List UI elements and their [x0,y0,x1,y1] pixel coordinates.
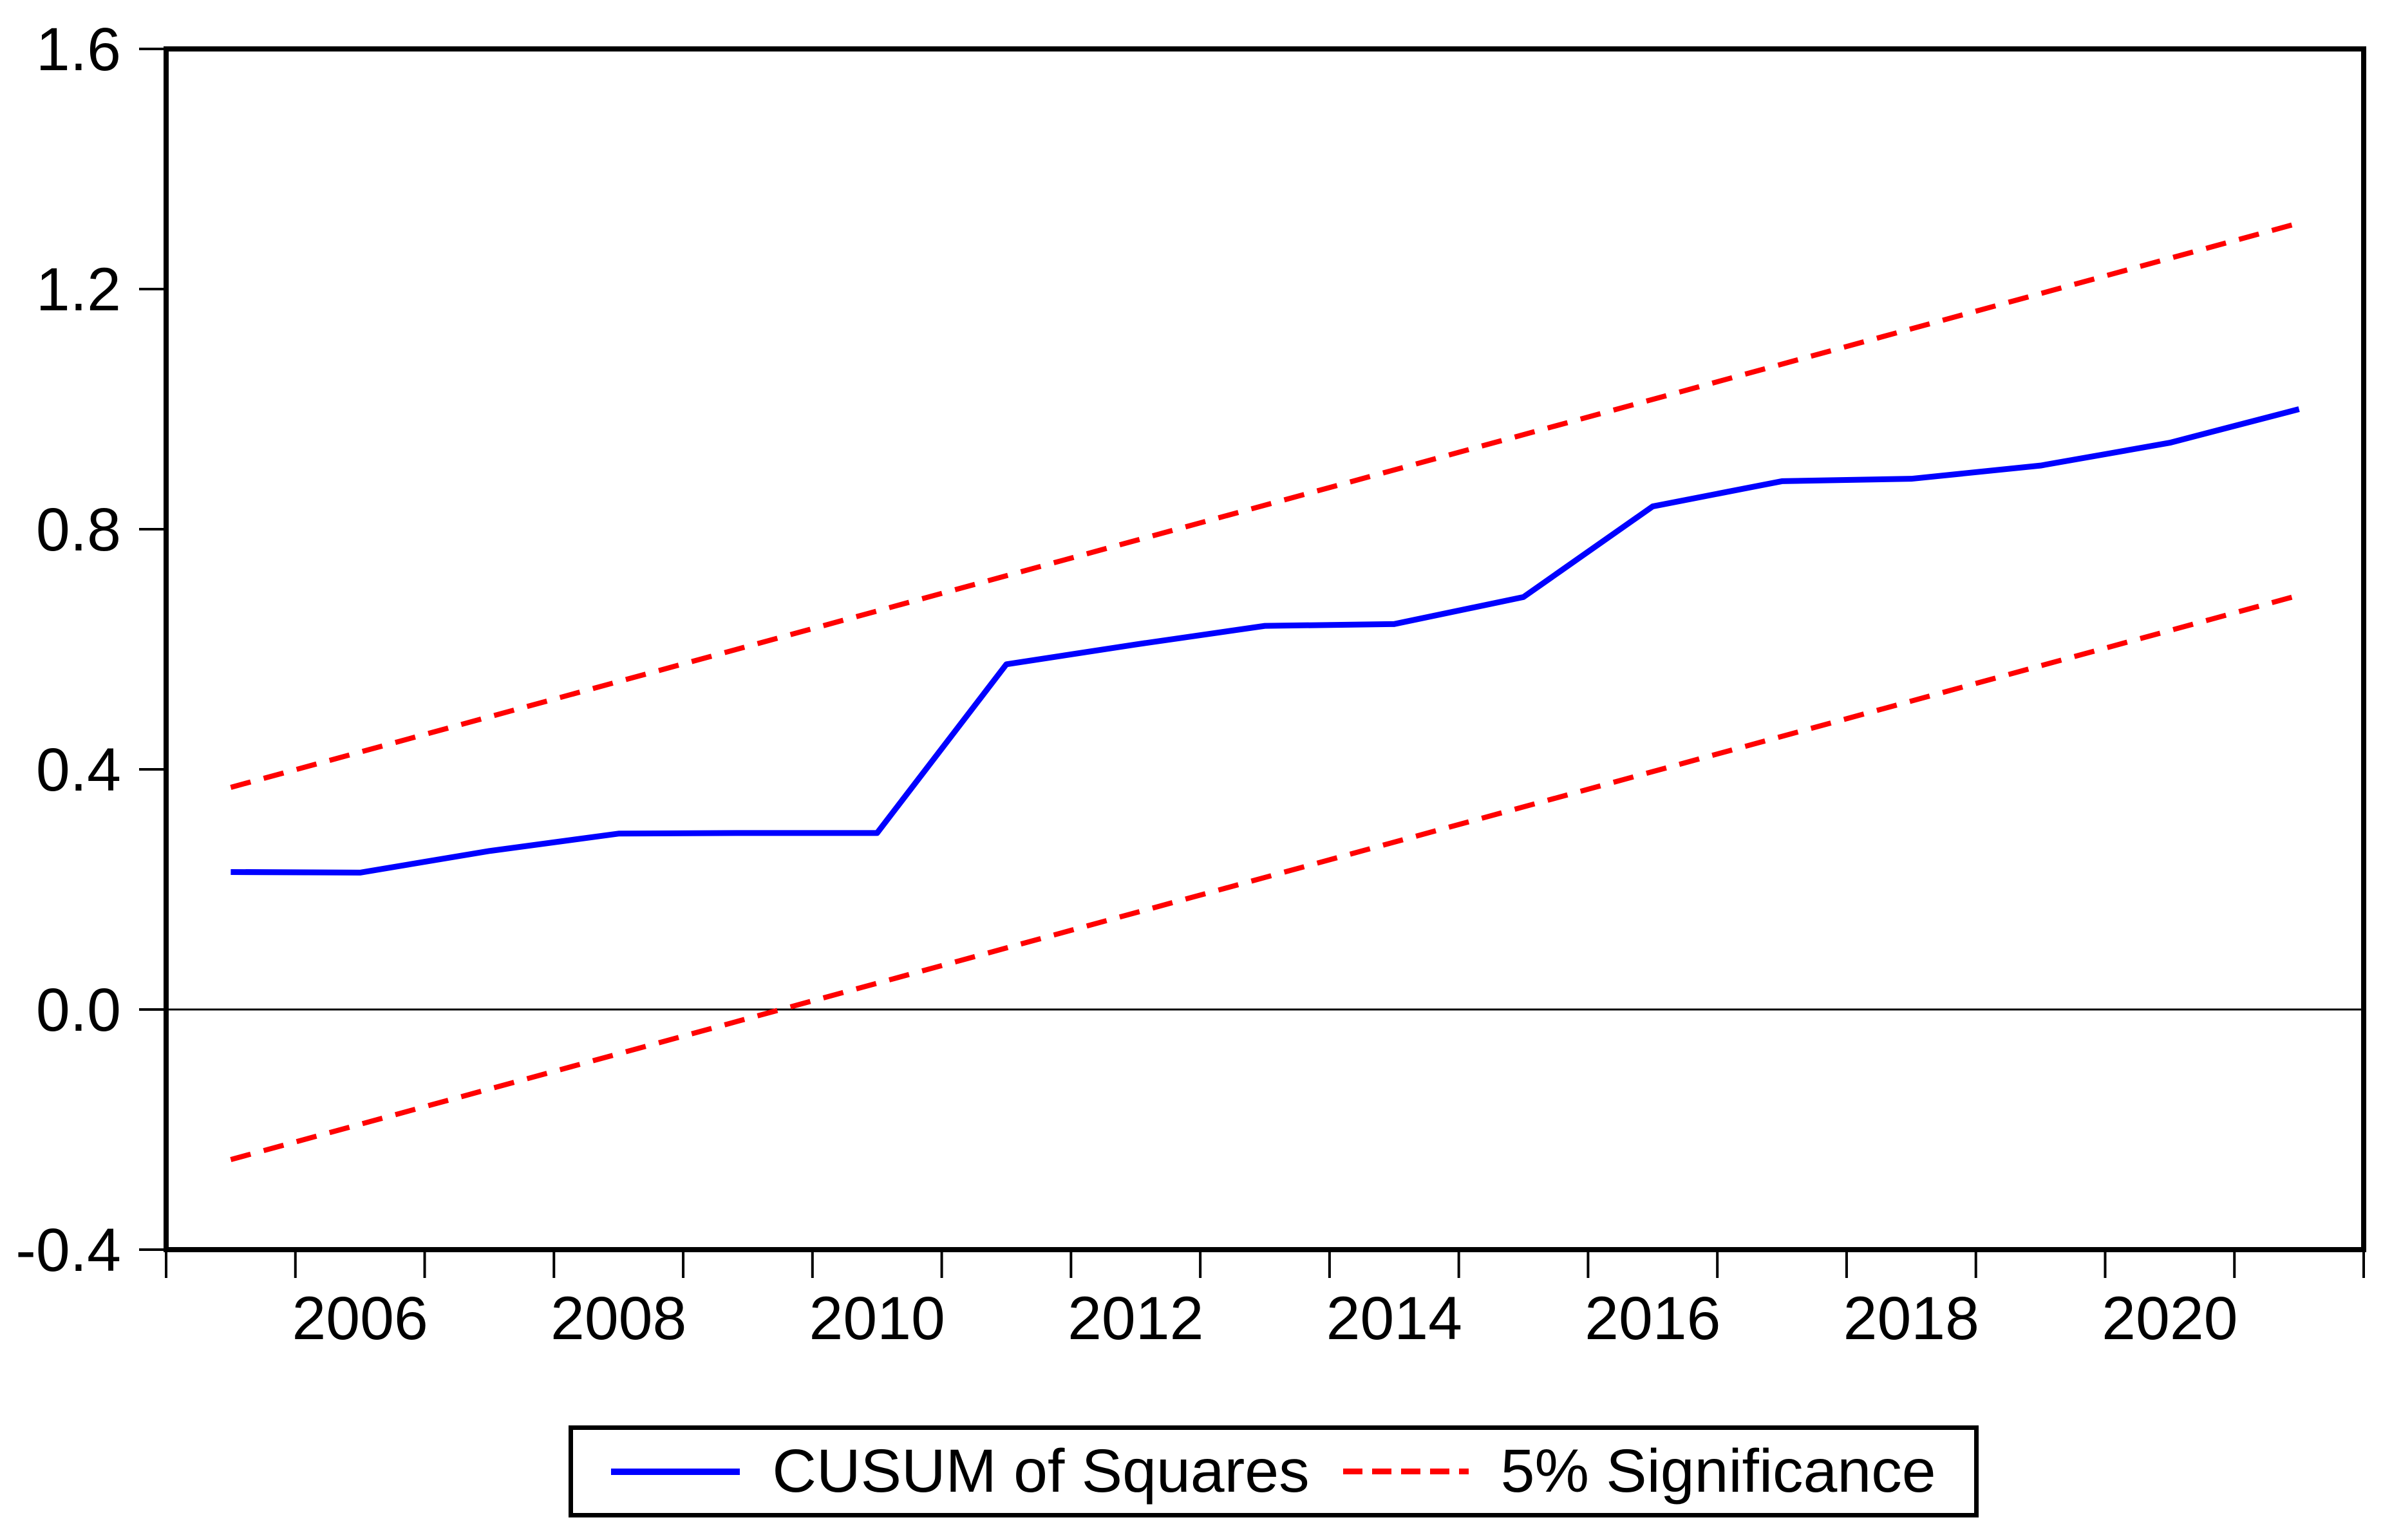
x-axis-tick-label: 2010 [809,1284,945,1353]
y-axis-tick-label: 0.4 [36,736,121,804]
cusum-of-squares-line [231,406,2300,876]
legend: CUSUM of Squares 5% Significance [569,1425,1979,1517]
legend-item-5pct-significance: 5% Significance [1342,1437,1936,1505]
legend-item-cusum-of-squares: CUSUM of Squares [611,1437,1310,1505]
significance-band-lower-line [230,592,2300,1162]
x-axis-tick-label: 2014 [1326,1284,1462,1353]
y-axis-tick-label: 1.6 [36,15,121,84]
plot-border [164,46,2366,1252]
legend-label-cusum-of-squares: CUSUM of Squares [772,1437,1310,1505]
x-axis-tick-label: 2012 [1068,1284,1203,1353]
y-axis-tick-label: -0.4 [15,1216,121,1284]
x-axis-tick-label: 2016 [1585,1284,1720,1353]
x-axis-tick-label: 2006 [292,1284,428,1353]
x-axis: 2006 2008 2010 2012 2014 2016 2018 2020 [165,1252,2365,1353]
legend-label-5pct-significance: 5% Significance [1500,1437,1936,1505]
y-axis-tick-label: 1.2 [36,256,121,324]
dashed-line-swatch-icon [1342,1469,1469,1474]
x-axis-tick-label: 2020 [2102,1284,2237,1353]
x-axis-tick-label: 2008 [551,1284,686,1353]
y-axis-tick-label: 0.0 [36,976,121,1044]
y-axis-tick-label: 0.8 [36,496,121,564]
solid-line-swatch-icon [611,1468,740,1475]
x-axis-tick-label: 2018 [1843,1284,1979,1353]
significance-band-upper-line [230,220,2300,790]
y-axis: -0.4 0.0 0.4 0.8 1.2 1.6 [15,15,164,1284]
